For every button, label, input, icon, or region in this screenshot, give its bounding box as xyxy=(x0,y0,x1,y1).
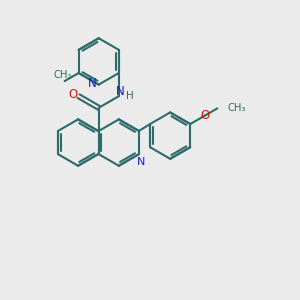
Text: CH₃: CH₃ xyxy=(54,70,72,80)
Text: O: O xyxy=(69,88,78,101)
Text: N: N xyxy=(116,85,125,98)
Text: CH₃: CH₃ xyxy=(228,103,246,113)
Text: N: N xyxy=(136,157,145,166)
Text: N: N xyxy=(88,76,97,90)
Text: O: O xyxy=(201,109,210,122)
Text: H: H xyxy=(126,91,134,101)
